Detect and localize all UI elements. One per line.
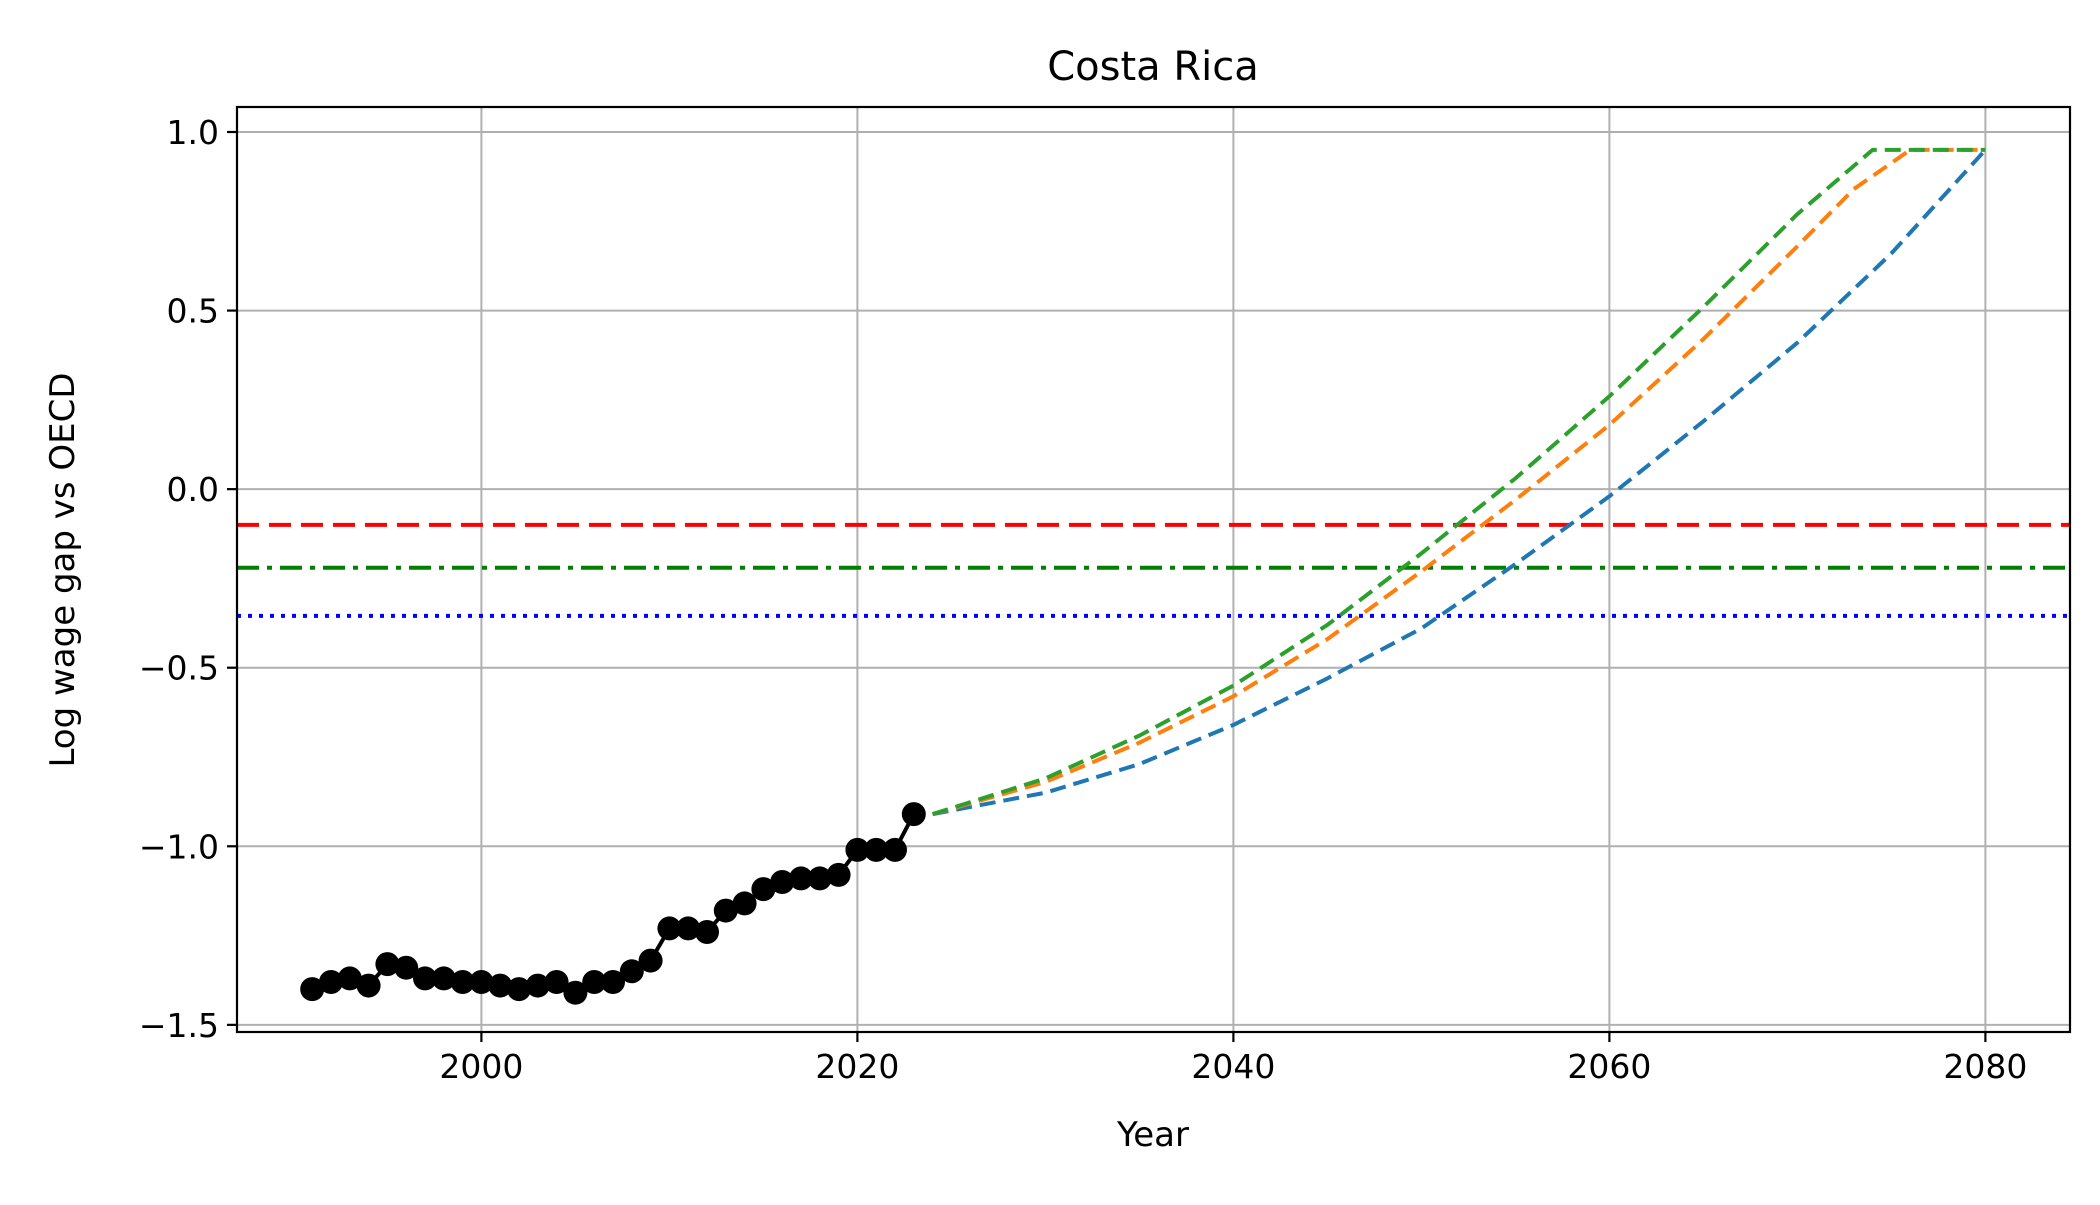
historical-point [901,802,926,827]
historical-series [300,802,926,1005]
x-tick-label: 2080 [1943,1047,2027,1086]
y-tick-label: 0.0 [167,470,219,509]
axis-ticks: 2000 2020 2040 2060 2080 1.0 0.5 0.0 −0.5 −1.0 −1.… [139,113,2028,1086]
y-tick-label: −0.5 [139,649,219,688]
historical-point [488,973,513,998]
historical-point [469,970,494,994]
plot-frame [235,105,2072,1034]
historical-point [751,877,776,902]
y-axis-label: Log wage gap vs OECD [43,372,83,767]
historical-point [695,920,719,944]
historical-point [883,837,907,862]
projection-series [931,147,1987,817]
historical-point [356,973,381,998]
projection-line-2 [932,147,1986,817]
historical-point [525,973,550,998]
reference-lines [237,522,2070,618]
historical-point [431,966,456,991]
y-tick-label: −1.5 [139,1006,219,1045]
historical-point [337,966,362,991]
historical-point [413,966,437,991]
x-axis-label: Year [1116,1115,1189,1155]
historical-point [375,952,400,977]
historical-point [544,970,569,994]
historical-point [507,977,531,1002]
historical-point [732,891,757,916]
historical-point [450,970,475,994]
historical-point [826,862,851,887]
y-tick-label: 1.0 [167,113,219,152]
x-tick-label: 2040 [1191,1047,1275,1086]
historical-point [807,866,832,891]
historical-point [601,970,625,994]
historical-point [638,948,663,973]
historical-point [619,959,644,984]
historical-point [713,898,738,923]
historical-point [563,980,588,1005]
historical-point [394,955,419,980]
historical-point [789,866,813,891]
y-tick-label: 0.5 [167,292,219,331]
projection-line-1 [932,148,1987,817]
chart-title: Costa Rica [1047,44,1259,90]
historical-point [770,870,795,894]
historical-point [864,837,889,862]
x-tick-label: 2000 [439,1047,523,1086]
historical-point [845,837,870,862]
historical-point [319,970,343,994]
x-tick-label: 2060 [1567,1047,1651,1086]
grid [237,107,2070,1032]
historical-point [657,916,682,941]
projection-line-3 [931,147,1986,817]
historical-point [582,970,607,994]
x-tick-label: 2020 [815,1047,899,1086]
historical-point [300,977,325,1002]
historical-point [676,916,701,941]
y-tick-label: −1.0 [139,827,219,866]
